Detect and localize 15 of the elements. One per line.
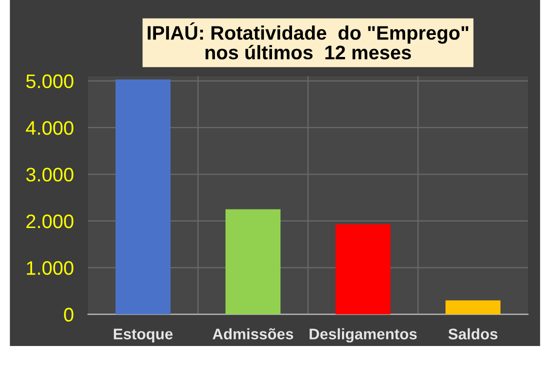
x-tick-label: Estoque (114, 328, 173, 342)
bar (336, 224, 390, 314)
bar (116, 80, 170, 314)
y-tick-label: 2.000 (26, 214, 74, 228)
x-tick-label: Desligamentos (310, 328, 417, 343)
chart-title: IPIAÚ: Rotatividade do "Emprego" nos últimos 12 meses (148, 22, 468, 60)
x-tick-label: Saldos (448, 328, 498, 340)
y-tick-label: 4.000 (26, 121, 74, 135)
bar (226, 209, 280, 314)
x-tick-label: Admissões (212, 328, 294, 340)
y-tick-label: 3.000 (26, 168, 74, 182)
y-tick-label: 0 (64, 308, 74, 322)
y-tick-label: 5.000 (26, 74, 74, 88)
bar (446, 300, 500, 314)
y-tick-label: 1.000 (26, 261, 74, 275)
